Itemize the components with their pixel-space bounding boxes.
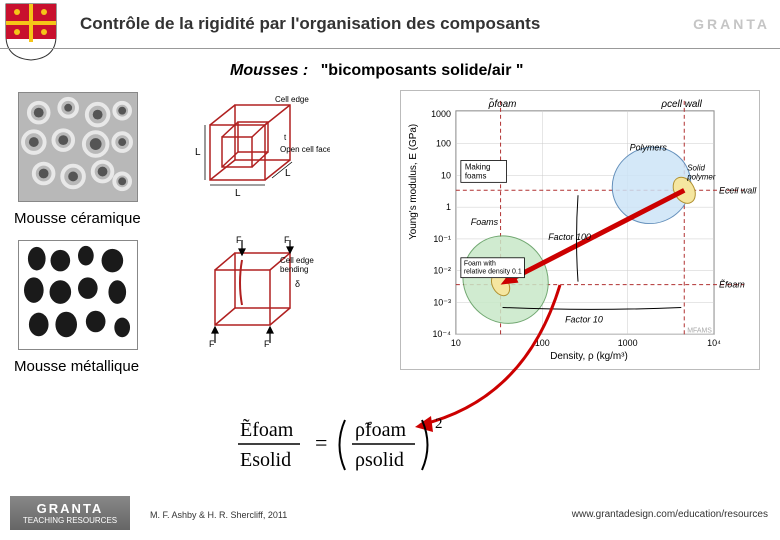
page-title: Contrôle de la rigidité par l'organisati…: [80, 14, 540, 34]
factor10-label: Factor 10: [565, 314, 603, 324]
l-label-d: L: [285, 168, 291, 179]
cell-diagram-open: L L L Cell edge t Open cell face: [180, 90, 330, 205]
brand-big: GRANTA: [37, 501, 104, 516]
foams-region-label: Foams: [471, 217, 499, 227]
polymers-region-label: Polymers: [630, 143, 668, 153]
header-separator: [0, 48, 780, 49]
eq-lhs-top: Ẽfoam: [240, 417, 294, 441]
citation: M. F. Ashby & H. R. Shercliff, 2011: [150, 510, 287, 520]
subtitle: Mousses : "bicomposants solide/air ": [230, 62, 523, 80]
l-label-h: L: [235, 188, 241, 199]
e-foam-right: Ẽfoam: [719, 280, 745, 290]
e-wall-right: Ecell wall: [719, 185, 757, 195]
f-label-2: F: [284, 235, 290, 245]
factor100-label: Factor 100: [548, 232, 591, 242]
ytick-5: 10: [441, 170, 451, 180]
ytick-2: 10⁻²: [433, 266, 451, 276]
f-label-1: F: [236, 235, 242, 245]
cell-diagram-bending: F F F F Cell edgebending δ: [180, 235, 330, 350]
ceramic-label: Mousse céramique: [14, 210, 141, 227]
brand-top: GRANTA: [693, 16, 770, 32]
eq-rhs-bot: ρsolid: [355, 449, 404, 471]
xtick-2: 1000: [618, 338, 638, 348]
brand-sub: TEACHING RESOURCES: [23, 516, 117, 525]
xtick-3: 10⁴: [707, 338, 721, 348]
ytick-4: 1: [446, 202, 451, 212]
modulus-density-chart: Foams Polymers Factor 100 Factor 10 Soli…: [400, 90, 760, 370]
header: Contrôle de la rigidité par l'organisati…: [0, 0, 780, 48]
bend-label: Cell edgebending: [280, 256, 314, 274]
delta-label: δ: [295, 279, 300, 289]
t-label: t: [284, 133, 287, 142]
foam-equation: Ẽfoam Esolid = ρ̃foam ρsolid 2: [230, 410, 490, 480]
x-axis-label: Density, ρ (kg/m³): [550, 351, 628, 362]
ceramic-foam-image: [18, 92, 138, 202]
subtitle-text: "bicomposants solide/air ": [321, 62, 524, 79]
y-axis-label: Young's modulus, E (GPa): [408, 124, 419, 240]
eq-rhs-top: ρ̃foam: [355, 419, 407, 441]
open-face-label-1: Open cell face: [280, 145, 330, 154]
metallic-foam-image: [18, 240, 138, 350]
xtick-1: 100: [535, 338, 550, 348]
ytick-3: 10⁻¹: [433, 234, 451, 244]
ytick-0: 10⁻⁴: [432, 329, 451, 339]
f-label-3: F: [209, 339, 215, 349]
eq-lhs-bot: Esolid: [240, 449, 291, 471]
svg-text:=: =: [315, 430, 327, 455]
title-bar: Contrôle de la rigidité par l'organisati…: [80, 10, 660, 38]
watermark: MFAMS: [687, 327, 712, 334]
cell-edge-label: Cell edge: [275, 95, 309, 104]
eq-power: 2: [435, 416, 443, 432]
l-label-v: L: [195, 147, 201, 158]
metallic-label: Mousse métallique: [14, 358, 139, 375]
ytick-6: 100: [436, 139, 451, 149]
rho-foam-top: ρ̃foam: [488, 98, 517, 110]
granta-logo-bottom: GRANTA TEACHING RESOURCES: [10, 496, 130, 530]
footer-url: www.grantadesign.com/education/resources: [572, 509, 768, 520]
xtick-0: 10: [451, 338, 461, 348]
subtitle-label: Mousses :: [230, 62, 308, 79]
ytick-1: 10⁻³: [433, 297, 451, 307]
ytick-7: 1000: [431, 109, 451, 119]
f-label-4: F: [264, 339, 270, 349]
rho-wall-top: ρcell wall: [660, 99, 702, 110]
